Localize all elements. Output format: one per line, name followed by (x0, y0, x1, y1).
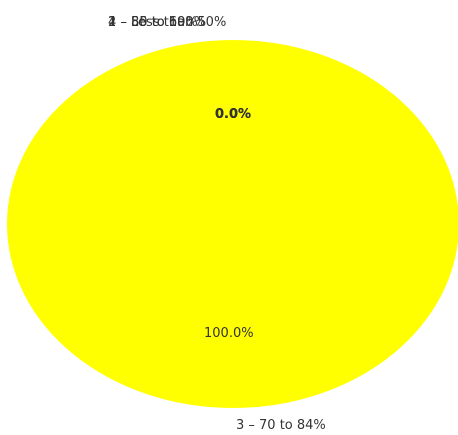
percent-label-2: 0.0% (215, 107, 251, 122)
pie-slice-3-70-to-84 (7, 40, 458, 408)
percent-label-3: 100.0% (204, 326, 254, 341)
category-label-3: 3 – 70 to 84% (236, 418, 326, 433)
percent-labels-overlapped: 0.0% 0.0% 0.0% (215, 107, 251, 122)
percent-label-4: 0.0% (215, 107, 251, 122)
category-label-2: 2 – 50 to 69% (108, 15, 198, 30)
category-label-1: 1 – Less than 50% (108, 15, 226, 30)
category-labels-overlapped: 1 – Less than 50% 2 – 50 to 69% 4 – 85 t… (108, 15, 226, 30)
percent-label-1: 0.0% (215, 107, 251, 122)
category-label-4: 4 – 85 to 100% (108, 15, 206, 30)
